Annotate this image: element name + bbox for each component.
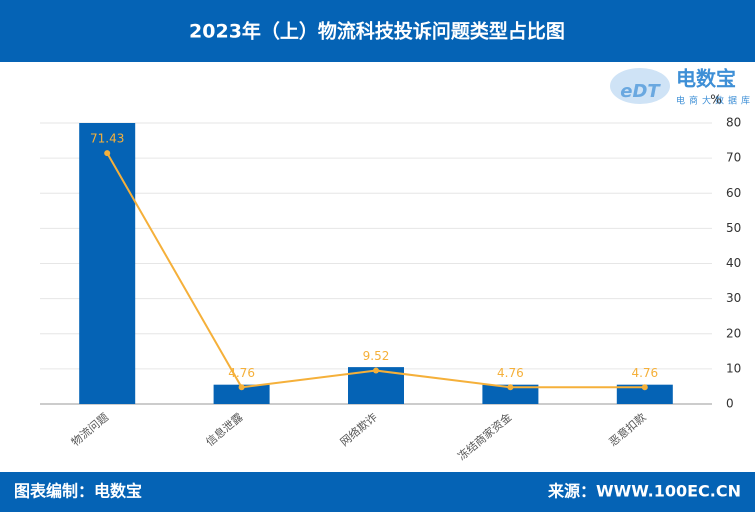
x-tick-label: 物流问题 <box>68 410 111 449</box>
x-tick-label: 恶意扣款 <box>606 410 649 449</box>
y-tick-label: 60 <box>726 186 741 200</box>
bar <box>79 123 136 404</box>
footer-left: 图表编制：电数宝 <box>14 482 142 501</box>
y-tick-label: 80 <box>726 116 741 130</box>
x-tick-label: 冻结商家资金 <box>455 410 515 463</box>
y-tick-label: 20 <box>726 326 741 340</box>
y-tick-label: 30 <box>726 291 741 305</box>
title: 2023年（上）物流科技投诉问题类型占比图 <box>189 20 565 43</box>
data-label: 4.76 <box>631 366 658 380</box>
line-point <box>104 150 111 157</box>
y-tick-label: 0 <box>726 397 734 411</box>
x-tick-label: 网络欺诈 <box>337 410 380 449</box>
data-label: 4.76 <box>497 366 524 380</box>
logo-name: 电数宝 <box>676 67 736 91</box>
y-tick-label: 50 <box>726 221 741 235</box>
line-point <box>373 367 379 374</box>
bar <box>616 384 673 404</box>
data-label: 4.76 <box>228 366 255 380</box>
y-tick-label: 40 <box>726 256 741 270</box>
footer-bar <box>0 472 755 512</box>
data-label: 9.52 <box>363 349 390 363</box>
logo-cloud <box>610 68 670 104</box>
line-point <box>507 384 514 391</box>
y-tick-label: 10 <box>726 361 741 375</box>
logo: eDT 电数宝 电商大数据库 <box>610 67 754 107</box>
header-bar <box>0 0 755 62</box>
bar <box>482 384 539 404</box>
footer-right: 来源：WWW.100EC.CN <box>547 482 741 501</box>
logo-mark: eDT <box>620 81 661 102</box>
bar <box>213 384 270 404</box>
x-tick-label: 信息泄露 <box>203 410 246 449</box>
y-axis-label: % <box>710 93 721 107</box>
data-label: 71.43 <box>90 132 124 146</box>
logo-tagline: 电商大数据库 <box>676 95 754 107</box>
line-point <box>641 384 648 391</box>
line-point <box>238 384 245 391</box>
y-tick-label: 70 <box>726 151 741 165</box>
